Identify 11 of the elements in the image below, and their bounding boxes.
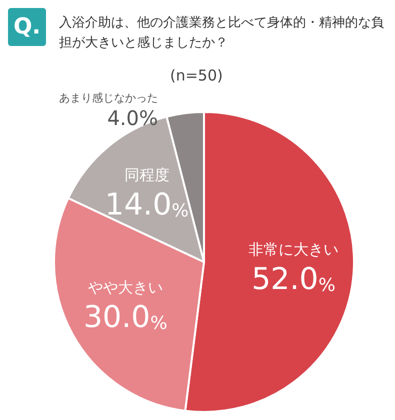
- chart-title: 入浴介助は、他の介護業務と比べて身体的・精神的な負担が大きいと感じましたか？: [59, 16, 384, 50]
- slice-label: 同程度: [124, 166, 170, 184]
- data-label: 4.0%: [107, 106, 158, 130]
- data-label: 52.0%: [252, 262, 336, 298]
- slice-label: あまり感じなかった: [59, 92, 158, 104]
- data-label: 30.0%: [83, 300, 168, 335]
- slice-label: 非常に大きい: [248, 240, 339, 259]
- data-label: 14.0%: [104, 187, 189, 222]
- text: Q.: [13, 14, 41, 40]
- slice-label: やや大きい: [88, 278, 163, 296]
- text: (n=50): [170, 66, 223, 84]
